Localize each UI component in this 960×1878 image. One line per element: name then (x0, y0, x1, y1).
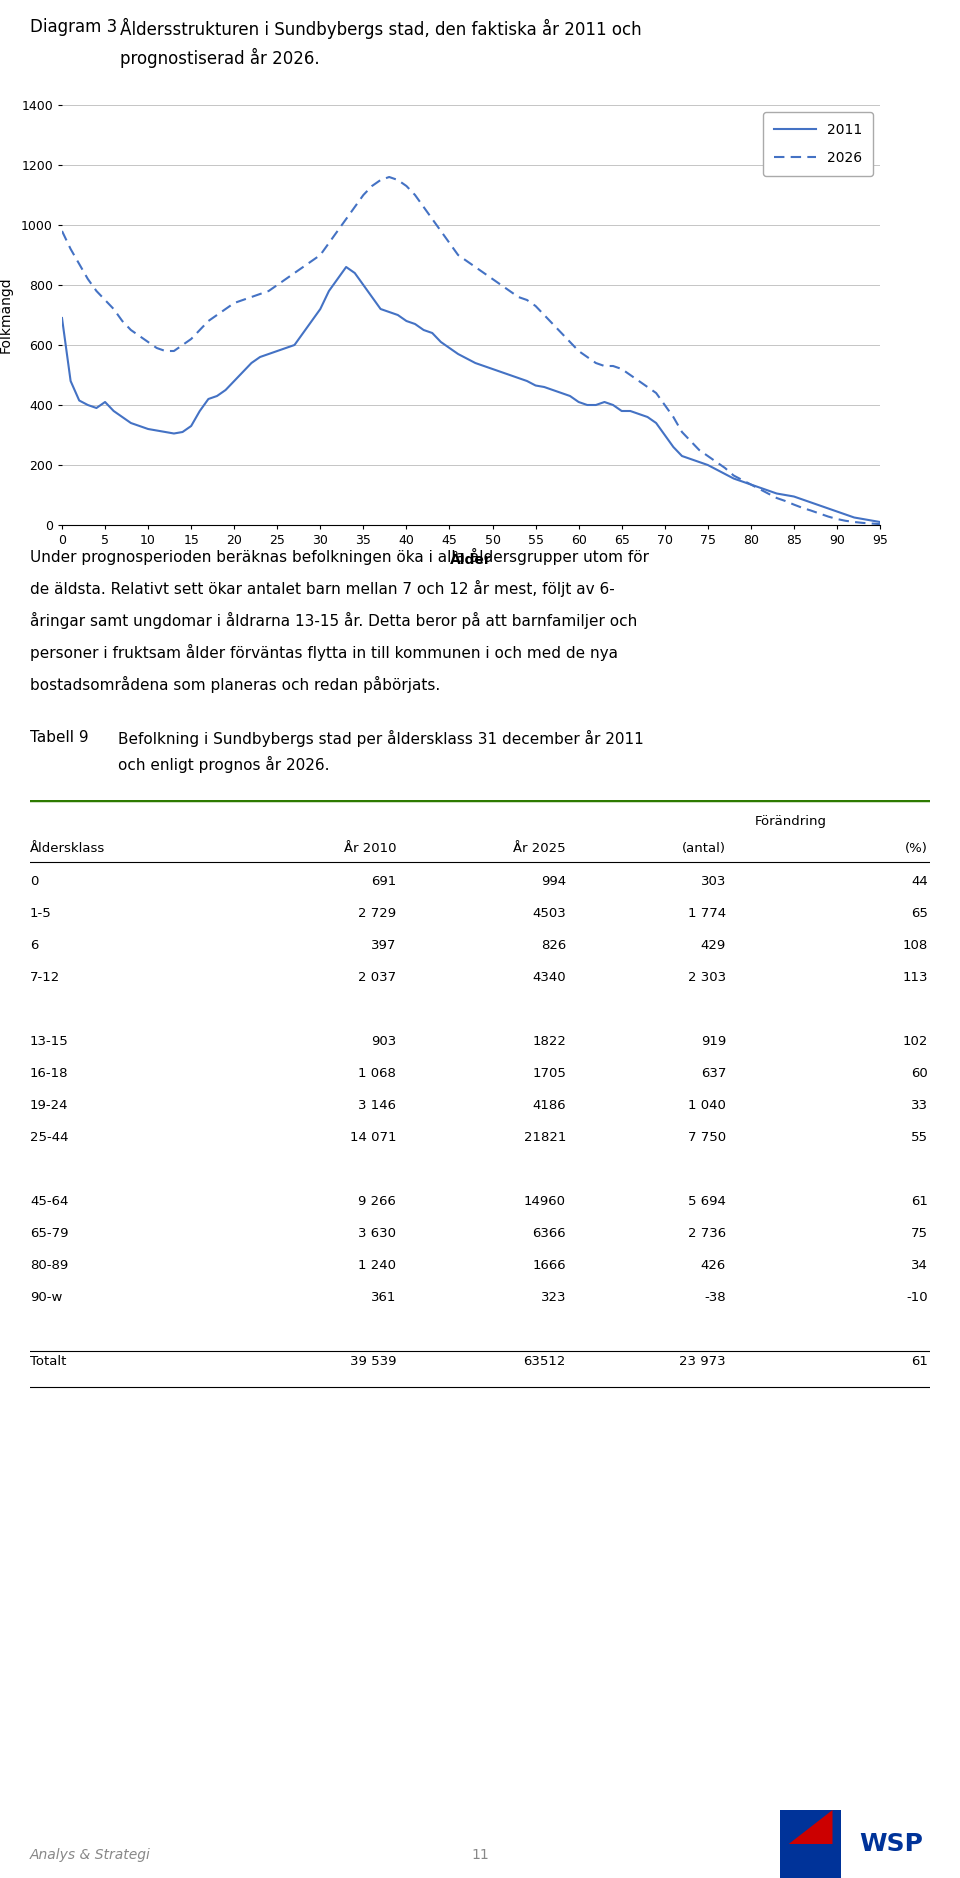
Text: 14 071: 14 071 (349, 1131, 396, 1144)
Text: 61: 61 (911, 1356, 928, 1367)
Text: 2 736: 2 736 (688, 1226, 726, 1239)
Text: (antal): (antal) (682, 841, 726, 854)
Text: WSP: WSP (859, 1833, 923, 1855)
X-axis label: Ålder: Ålder (450, 552, 492, 567)
Text: 3 146: 3 146 (358, 1099, 396, 1112)
Text: År 2025: År 2025 (514, 841, 566, 854)
Text: 826: 826 (540, 939, 566, 952)
Text: 1-5: 1-5 (30, 907, 52, 920)
Text: de äldsta. Relativt sett ökar antalet barn mellan 7 och 12 år mest, följt av 6-: de äldsta. Relativt sett ökar antalet ba… (30, 580, 614, 597)
Text: 33: 33 (911, 1099, 928, 1112)
Text: och enligt prognos år 2026.: och enligt prognos år 2026. (118, 757, 329, 774)
Text: -10: -10 (906, 1290, 928, 1303)
Text: 16-18: 16-18 (30, 1067, 68, 1080)
Polygon shape (789, 1810, 832, 1844)
Text: 3 630: 3 630 (358, 1226, 396, 1239)
Text: Åldersstrukturen i Sundbybergs stad, den faktiska år 2011 och: Åldersstrukturen i Sundbybergs stad, den… (120, 19, 641, 39)
Text: 44: 44 (911, 875, 928, 888)
Text: 21821: 21821 (523, 1131, 566, 1144)
Text: 39 539: 39 539 (349, 1356, 396, 1367)
Text: 25-44: 25-44 (30, 1131, 68, 1144)
Text: 80-89: 80-89 (30, 1258, 68, 1271)
Text: Förändring: Förändring (755, 815, 827, 828)
Text: 1 040: 1 040 (688, 1099, 726, 1112)
Text: 1822: 1822 (532, 1035, 566, 1048)
Text: 903: 903 (371, 1035, 396, 1048)
Text: 323: 323 (540, 1290, 566, 1303)
Polygon shape (780, 1810, 841, 1878)
Text: bostadsområdena som planeras och redan påbörjats.: bostadsområdena som planeras och redan p… (30, 676, 441, 693)
Text: Under prognosperioden beräknas befolkningen öka i alla åldersgrupper utom för: Under prognosperioden beräknas befolknin… (30, 548, 649, 565)
Text: 426: 426 (701, 1258, 726, 1271)
Text: 113: 113 (902, 971, 928, 984)
Text: 1 068: 1 068 (358, 1067, 396, 1080)
Text: 1 240: 1 240 (358, 1258, 396, 1271)
Text: År 2010: År 2010 (344, 841, 396, 854)
Legend: 2011, 2026: 2011, 2026 (763, 113, 873, 177)
Text: 108: 108 (902, 939, 928, 952)
Text: 65: 65 (911, 907, 928, 920)
Text: 65-79: 65-79 (30, 1226, 68, 1239)
Text: 23 973: 23 973 (680, 1356, 726, 1367)
Text: 55: 55 (911, 1131, 928, 1144)
Text: 14960: 14960 (524, 1194, 566, 1208)
Text: 60: 60 (911, 1067, 928, 1080)
Text: 75: 75 (911, 1226, 928, 1239)
Text: Analys & Strategi: Analys & Strategi (30, 1848, 151, 1861)
Text: 19-24: 19-24 (30, 1099, 68, 1112)
Text: 13-15: 13-15 (30, 1035, 69, 1048)
Text: 4186: 4186 (533, 1099, 566, 1112)
Text: 1 774: 1 774 (688, 907, 726, 920)
Text: 7 750: 7 750 (688, 1131, 726, 1144)
Text: 691: 691 (371, 875, 396, 888)
Text: 90-w: 90-w (30, 1290, 62, 1303)
Text: 61: 61 (911, 1194, 928, 1208)
Text: 919: 919 (701, 1035, 726, 1048)
Text: -38: -38 (705, 1290, 726, 1303)
Text: 34: 34 (911, 1258, 928, 1271)
Text: 1666: 1666 (533, 1258, 566, 1271)
Text: åringar samt ungdomar i åldrarna 13-15 år. Detta beror på att barnfamiljer och: åringar samt ungdomar i åldrarna 13-15 å… (30, 612, 637, 629)
Text: 637: 637 (701, 1067, 726, 1080)
Text: 7-12: 7-12 (30, 971, 60, 984)
Text: 303: 303 (701, 875, 726, 888)
Text: 9 266: 9 266 (358, 1194, 396, 1208)
Text: 429: 429 (701, 939, 726, 952)
Y-axis label: Folkmängd: Folkmängd (0, 276, 12, 353)
Text: prognostiserad år 2026.: prognostiserad år 2026. (120, 49, 320, 68)
Text: (%): (%) (905, 841, 928, 854)
Text: 397: 397 (371, 939, 396, 952)
Text: 63512: 63512 (523, 1356, 566, 1367)
Text: Befolkning i Sundbybergs stad per åldersklass 31 december år 2011: Befolkning i Sundbybergs stad per ålders… (118, 731, 644, 747)
Text: personer i fruktsam ålder förväntas flytta in till kommunen i och med de nya: personer i fruktsam ålder förväntas flyt… (30, 644, 618, 661)
Text: 102: 102 (902, 1035, 928, 1048)
Text: 2 729: 2 729 (358, 907, 396, 920)
Text: 6366: 6366 (533, 1226, 566, 1239)
Text: 361: 361 (371, 1290, 396, 1303)
Text: 5 694: 5 694 (688, 1194, 726, 1208)
Text: 994: 994 (540, 875, 566, 888)
Text: 1705: 1705 (532, 1067, 566, 1080)
Text: Åldersklass: Åldersklass (30, 841, 106, 854)
Text: 6: 6 (30, 939, 38, 952)
Text: Tabell 9: Tabell 9 (30, 731, 88, 746)
Text: Diagram 3: Diagram 3 (30, 19, 117, 36)
Text: Totalt: Totalt (30, 1356, 66, 1367)
Text: 45-64: 45-64 (30, 1194, 68, 1208)
Text: 2 037: 2 037 (358, 971, 396, 984)
Text: 0: 0 (30, 875, 38, 888)
Text: 4503: 4503 (532, 907, 566, 920)
Text: 11: 11 (471, 1848, 489, 1861)
Text: 2 303: 2 303 (688, 971, 726, 984)
Text: 4340: 4340 (533, 971, 566, 984)
